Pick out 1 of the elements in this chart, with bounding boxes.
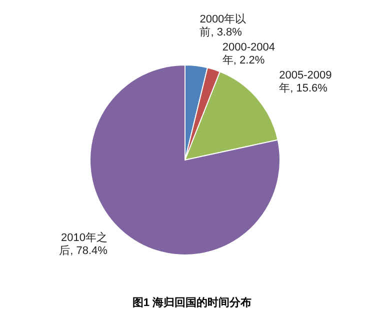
text: 图1 海归回国的时间分布 — [132, 296, 252, 309]
